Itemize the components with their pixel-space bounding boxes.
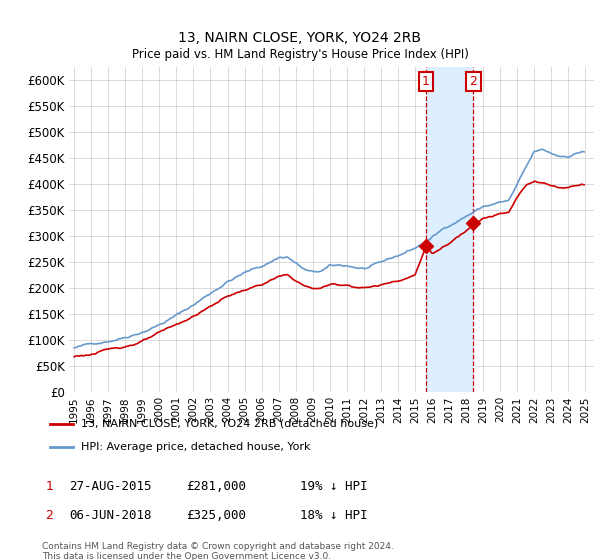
Text: 2: 2 — [470, 74, 478, 88]
Bar — [426, 67, 473, 392]
Text: HPI: Average price, detached house, York: HPI: Average price, detached house, York — [81, 442, 311, 452]
Text: Price paid vs. HM Land Registry's House Price Index (HPI): Price paid vs. HM Land Registry's House … — [131, 48, 469, 60]
Text: 06-JUN-2018: 06-JUN-2018 — [69, 508, 151, 522]
Text: 27-AUG-2015: 27-AUG-2015 — [69, 479, 151, 493]
Text: 2: 2 — [45, 509, 53, 522]
Text: 19% ↓ HPI: 19% ↓ HPI — [300, 479, 367, 493]
Text: 13, NAIRN CLOSE, YORK, YO24 2RB (detached house): 13, NAIRN CLOSE, YORK, YO24 2RB (detache… — [81, 419, 378, 429]
Text: 1: 1 — [422, 74, 430, 88]
Text: 18% ↓ HPI: 18% ↓ HPI — [300, 508, 367, 522]
Text: 13, NAIRN CLOSE, YORK, YO24 2RB: 13, NAIRN CLOSE, YORK, YO24 2RB — [179, 31, 421, 45]
Text: £281,000: £281,000 — [186, 479, 246, 493]
Text: £325,000: £325,000 — [186, 508, 246, 522]
Text: Contains HM Land Registry data © Crown copyright and database right 2024.
This d: Contains HM Land Registry data © Crown c… — [42, 542, 394, 560]
Text: 1: 1 — [45, 480, 53, 493]
